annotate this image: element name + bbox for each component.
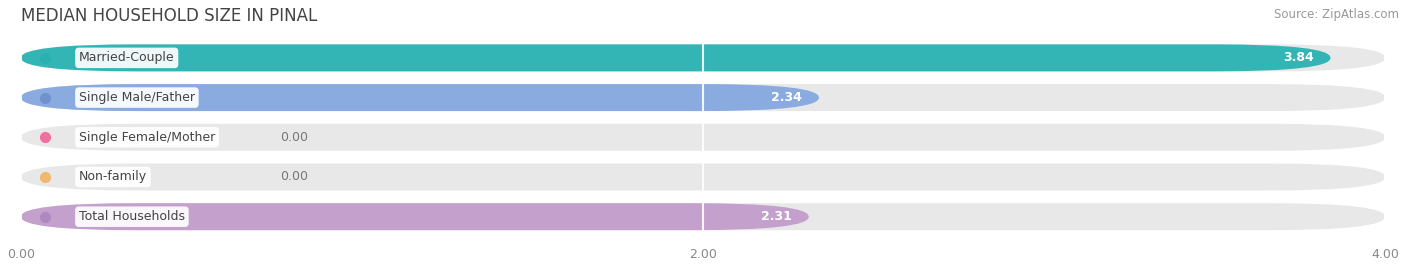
Text: 2.31: 2.31 [761,210,792,223]
Text: 0.00: 0.00 [280,131,308,144]
FancyBboxPatch shape [21,44,1330,71]
FancyBboxPatch shape [21,124,1385,151]
Text: Source: ZipAtlas.com: Source: ZipAtlas.com [1274,8,1399,21]
Text: 0.00: 0.00 [280,170,308,184]
FancyBboxPatch shape [21,163,1385,191]
FancyBboxPatch shape [21,84,818,111]
Text: Married-Couple: Married-Couple [79,51,174,64]
Text: Single Female/Mother: Single Female/Mother [79,131,215,144]
Text: Non-family: Non-family [79,170,148,184]
Text: Total Households: Total Households [79,210,186,223]
Text: 2.34: 2.34 [770,91,801,104]
FancyBboxPatch shape [21,44,1385,71]
FancyBboxPatch shape [21,203,808,230]
Text: Single Male/Father: Single Male/Father [79,91,195,104]
Text: 3.84: 3.84 [1282,51,1313,64]
FancyBboxPatch shape [21,84,1385,111]
FancyBboxPatch shape [21,203,1385,230]
Text: MEDIAN HOUSEHOLD SIZE IN PINAL: MEDIAN HOUSEHOLD SIZE IN PINAL [21,7,318,25]
